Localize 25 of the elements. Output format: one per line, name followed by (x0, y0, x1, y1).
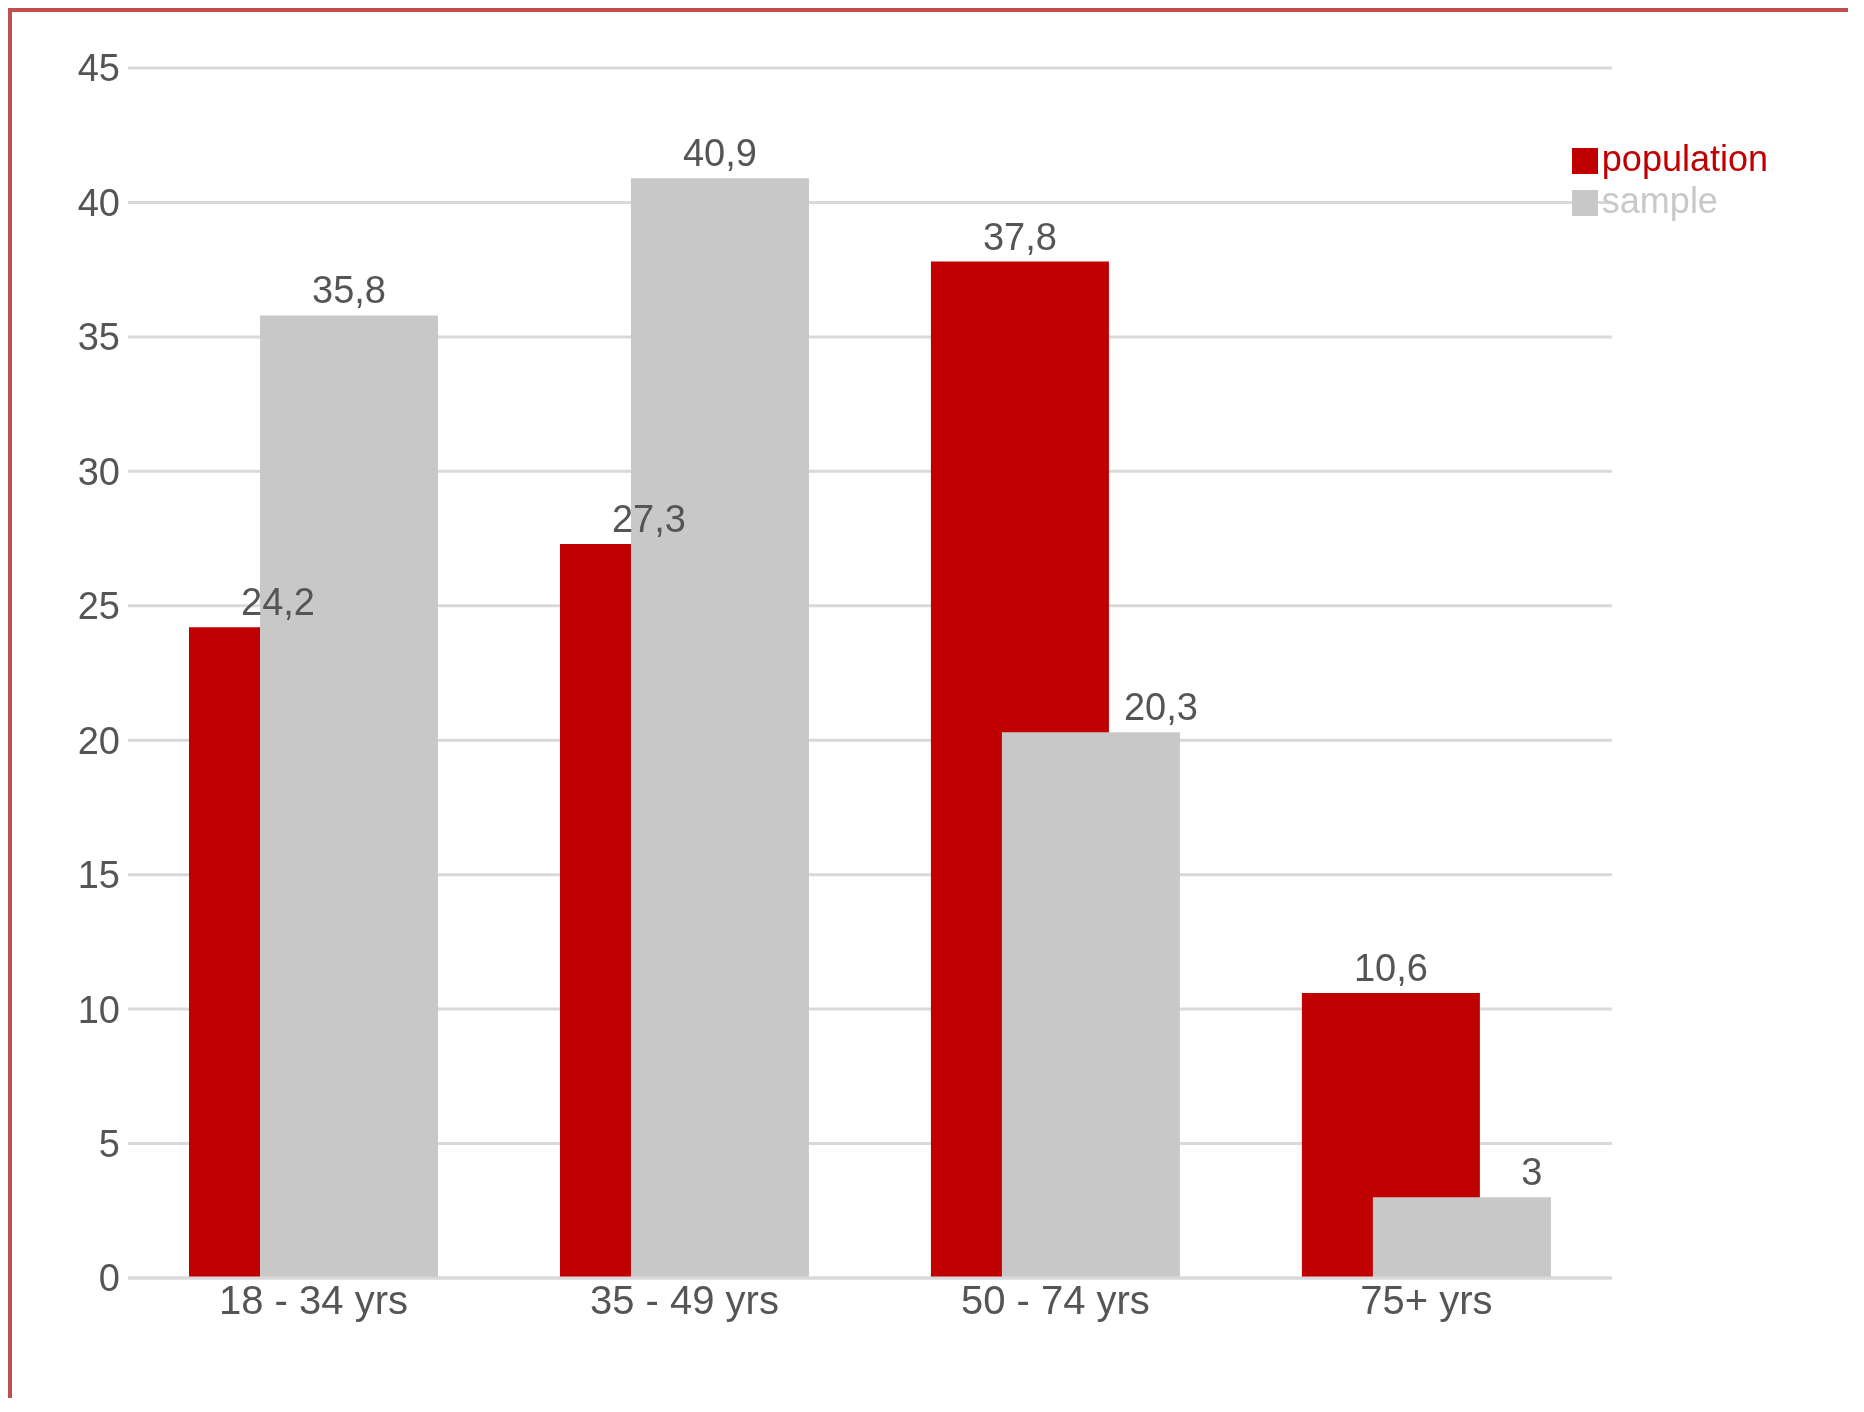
bar (1001, 732, 1180, 1278)
x-tick-label: 35 - 49 yrs (589, 1278, 779, 1323)
x-tick-label: 18 - 34 yrs (219, 1278, 408, 1323)
data-label: 3 (1521, 1151, 1543, 1194)
y-tick-label: 15 (77, 854, 120, 897)
data-label: 24,2 (241, 581, 315, 624)
y-tick-label: 0 (98, 1257, 120, 1300)
bar (1372, 1197, 1551, 1278)
data-label: 37,8 (982, 215, 1057, 258)
y-tick-label: 5 (98, 1123, 120, 1166)
data-label: 20,3 (1123, 686, 1198, 729)
data-label: 35,8 (312, 269, 386, 312)
data-label: 27,3 (611, 497, 686, 540)
y-tick-label: 25 (77, 585, 120, 628)
y-tick-label: 20 (77, 719, 120, 762)
legend-label: population (1601, 138, 1768, 179)
x-tick-label: 75+ yrs (1360, 1278, 1493, 1323)
data-label: 10,6 (1353, 946, 1428, 989)
y-tick-label: 40 (77, 181, 120, 224)
y-tick-label: 35 (77, 316, 120, 359)
y-tick-label: 10 (77, 988, 120, 1031)
x-tick-label: 50 - 74 yrs (960, 1278, 1150, 1323)
data-label: 40,9 (682, 132, 757, 175)
y-tick-label: 45 (77, 47, 120, 90)
y-tick-label: 30 (77, 450, 120, 493)
